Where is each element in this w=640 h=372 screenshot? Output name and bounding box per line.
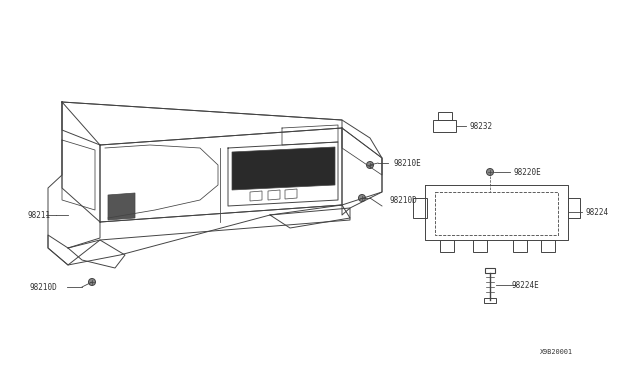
Text: 98210D: 98210D bbox=[30, 283, 58, 292]
Text: 98220E: 98220E bbox=[513, 167, 541, 176]
Text: 98210D: 98210D bbox=[390, 196, 418, 205]
Text: X9B20001: X9B20001 bbox=[540, 349, 573, 355]
Circle shape bbox=[358, 195, 365, 202]
Polygon shape bbox=[232, 147, 335, 190]
Text: 98224E: 98224E bbox=[512, 280, 540, 289]
Circle shape bbox=[88, 279, 95, 285]
Text: 98232: 98232 bbox=[470, 122, 493, 131]
Polygon shape bbox=[108, 193, 135, 220]
Text: 98224: 98224 bbox=[585, 208, 608, 217]
Text: 98211: 98211 bbox=[28, 211, 51, 219]
Circle shape bbox=[486, 169, 493, 176]
Text: 98210E: 98210E bbox=[393, 158, 420, 167]
Circle shape bbox=[367, 161, 374, 169]
